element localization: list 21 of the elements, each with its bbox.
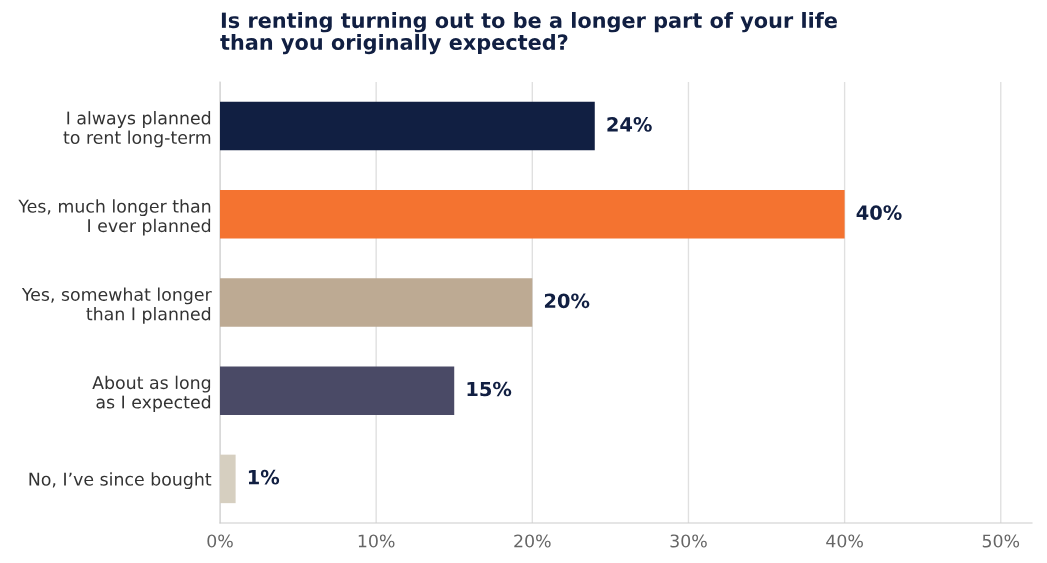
x-tick-label: 10% — [358, 534, 395, 548]
y-tick-label: Yes, somewhat longer than I planned — [21, 287, 212, 324]
x-tick-label: 20% — [514, 534, 551, 548]
data-label: 15% — [467, 381, 512, 397]
bar — [220, 101, 595, 151]
x-tick-label: 0% — [207, 534, 233, 548]
bar — [220, 190, 845, 239]
y-tick-label: I always planned to rent long-term — [63, 111, 211, 148]
data-label: 1% — [248, 469, 280, 485]
data-label: 24% — [607, 117, 652, 132]
x-tick-label: 30% — [670, 534, 707, 548]
x-tick-label: 50% — [982, 534, 1020, 548]
data-label: 40% — [856, 205, 902, 220]
chart-title: Is renting turning out to be a longer part of your life than you originally expected? — [220, 12, 837, 55]
y-tick-label: Yes, much longer than I ever planned — [18, 199, 211, 236]
x-tick-label: 40% — [826, 534, 863, 548]
data-label: 20% — [544, 293, 590, 309]
bar — [220, 278, 533, 327]
bar — [220, 366, 455, 415]
y-tick-label: About as long as I expected — [92, 375, 211, 412]
y-tick-label: No, I’ve since bought — [29, 472, 212, 490]
